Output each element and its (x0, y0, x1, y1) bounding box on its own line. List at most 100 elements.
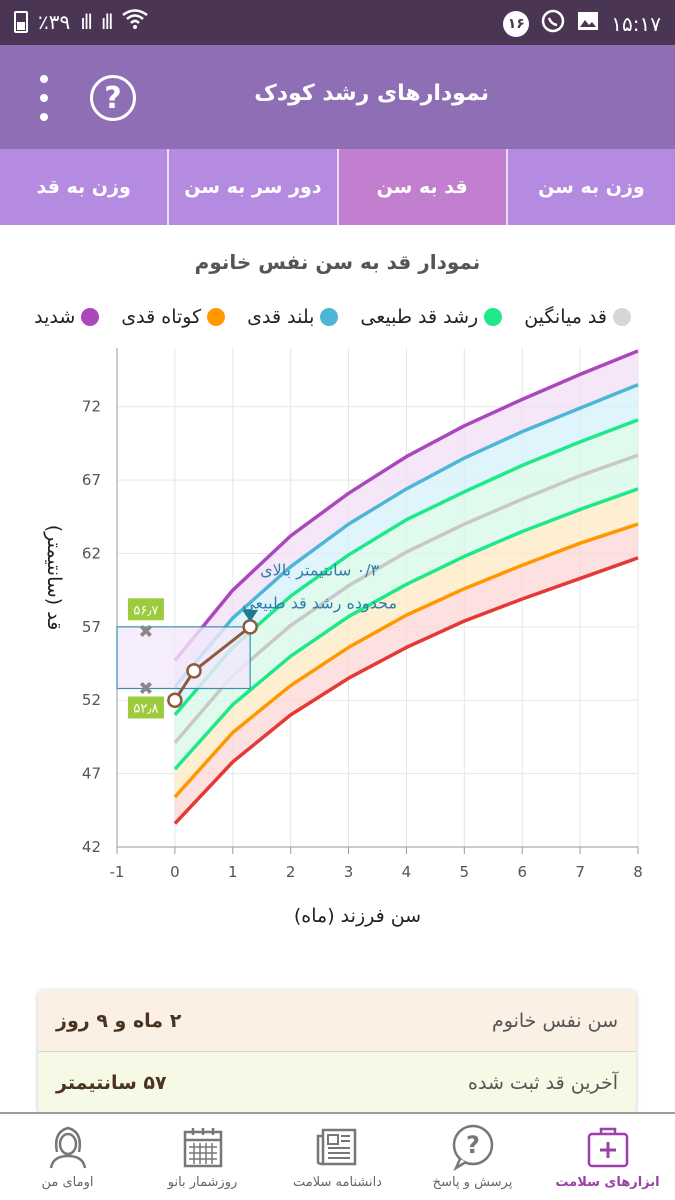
help-icon[interactable]: ? (90, 75, 136, 121)
legend-item-short: کوتاه قدی (121, 306, 226, 328)
legend-dot (320, 308, 339, 326)
page-title: نمودارهای رشد کودک (254, 81, 489, 106)
medical-kit-icon (587, 1127, 628, 1168)
reference-range-box (116, 626, 251, 690)
nav-label: اومای من (41, 1175, 94, 1190)
status-right: ۱۶ ۱۵:۱۷ (503, 9, 661, 38)
svg-text:?: ? (466, 1131, 480, 1159)
legend-label: قد میانگین (524, 306, 607, 328)
band-area (174, 419, 638, 743)
nav-label: دانشنامه سلامت (293, 1175, 382, 1190)
legend-dot (81, 308, 100, 326)
legend-dot (207, 308, 226, 326)
legend-label: شدید (34, 306, 76, 328)
info-row-age: سن نفس خانوم ۲ ماه و ۹ روز (38, 990, 636, 1052)
range-label: ۵۶٫۷ (133, 603, 158, 618)
legend-dot (484, 308, 503, 326)
nav-health-tools[interactable]: ابزارهای سلامت (540, 1114, 675, 1200)
status-left: ٪۳۹ ıll ıll (14, 9, 148, 34)
x-tick-label: 6 (517, 863, 527, 881)
legend-label: کوتاه قدی (121, 306, 202, 328)
y-tick-label: 62 (82, 544, 101, 562)
x-tick-label: -1 (110, 863, 125, 881)
battery-icon (14, 10, 28, 33)
y-axis-label: قد (سانتیمتر) (43, 525, 65, 631)
legend-item-severe: شدید (34, 306, 100, 328)
nav-qa[interactable]: ? پرسش و پاسخ (405, 1114, 540, 1200)
child-height-point (186, 663, 202, 679)
x-tick-label: 1 (228, 863, 238, 881)
series-line (173, 556, 639, 825)
calendar-icon (183, 1128, 222, 1168)
chart-annotation: محدوده رشد قد طبیعی (242, 593, 397, 613)
tab-weight-for-height[interactable]: وزن به قد (36, 176, 131, 198)
series-line (173, 522, 639, 799)
range-label-bg (127, 598, 164, 621)
info-value: ۲ ماه و ۹ روز (56, 1009, 182, 1032)
newspaper-icon (316, 1128, 356, 1166)
range-label: ۵۲٫۸ (133, 701, 158, 716)
series-line (173, 487, 639, 771)
tab-head-circumference-for-age[interactable]: دور سر به سن (167, 149, 336, 225)
band-area (174, 384, 638, 715)
signal-icon: ıll (80, 9, 93, 34)
y-tick-label: 57 (82, 618, 101, 636)
y-tick-label: 67 (82, 471, 101, 489)
nav-label: ابزارهای سلامت (555, 1175, 660, 1190)
band-area (174, 350, 638, 688)
x-tick-label: 0 (170, 863, 180, 881)
x-tick-label: 8 (633, 863, 643, 881)
legend-item-tall: بلند قدی (247, 306, 339, 328)
range-marker: ✖ (138, 621, 153, 642)
y-tick-label: 52 (82, 691, 101, 709)
nav-encyclopedia[interactable]: دانشنامه سلامت (270, 1114, 405, 1200)
chart-legend: شدید کوتاه قدی بلند قدی رشد قد طبیعی قد … (34, 306, 631, 328)
chart-title: نمودار قد به سن نفس خانوم (194, 250, 481, 274)
legend-label: رشد قد طبیعی (360, 306, 479, 328)
x-tick-label: 3 (344, 863, 354, 881)
chart-annotation: ۰/۳ سانتیمتر بالای (260, 560, 379, 580)
clock-time: ۱۵:۱۷ (611, 11, 661, 36)
notification-badge: ۱۶ (503, 10, 530, 37)
question-bubble-icon: ? (452, 1124, 493, 1172)
child-height-point (167, 692, 183, 708)
signal-icon-2: ıll (100, 9, 114, 34)
app-bar: ? نمودارهای رشد کودک (0, 45, 675, 149)
series-line (173, 383, 639, 689)
nav-calendar[interactable]: روزشمار بانو (135, 1114, 270, 1200)
overflow-menu-icon[interactable] (34, 75, 54, 121)
legend-label: بلند قدی (247, 306, 315, 328)
y-tick-label: 72 (82, 398, 101, 416)
image-icon (577, 11, 599, 36)
whatsapp-icon (541, 9, 565, 38)
range-label-bg (127, 696, 164, 719)
range-marker: ✖ (138, 678, 153, 699)
nav-my-profile[interactable]: اومای من (0, 1114, 135, 1200)
info-label: سن نفس خانوم (492, 1009, 618, 1032)
x-tick-label: 4 (402, 863, 412, 881)
band-area (174, 455, 638, 770)
child-height-point (242, 619, 258, 635)
y-tick-label: 47 (82, 765, 101, 783)
x-tick-label: 2 (286, 863, 296, 881)
tab-height-for-age[interactable]: قد به سن (336, 149, 506, 225)
y-tick-label: 42 (82, 838, 101, 856)
info-value: ۵۷ سانتیمتر (56, 1072, 167, 1094)
legend-dot (613, 308, 631, 326)
info-card: سن نفس خانوم ۲ ماه و ۹ روز آخرین قد ثبت … (38, 990, 636, 1114)
band-area (174, 488, 638, 798)
battery-percent: ٪۳۹ (38, 9, 71, 34)
series-line (173, 453, 639, 744)
nav-label: روزشمار بانو (167, 1175, 238, 1190)
chart-tabs: وزن به سن قد به سن دور سر به سن وزن به ق… (0, 149, 675, 225)
info-label: آخرین قد ثبت شده (468, 1072, 618, 1094)
series-line (173, 349, 639, 662)
x-tick-label: 5 (460, 863, 470, 881)
legend-item-average: قد میانگین (524, 306, 631, 328)
status-bar: ٪۳۹ ıll ıll ۱۶ ۱۵:۱۷ (0, 0, 675, 45)
x-axis-label: سن فرزند (ماه) (294, 905, 421, 927)
tab-weight-for-age[interactable]: وزن به سن (505, 149, 675, 225)
legend-item-normal: رشد قد طبیعی (360, 306, 503, 328)
profile-woman-icon (49, 1126, 86, 1169)
